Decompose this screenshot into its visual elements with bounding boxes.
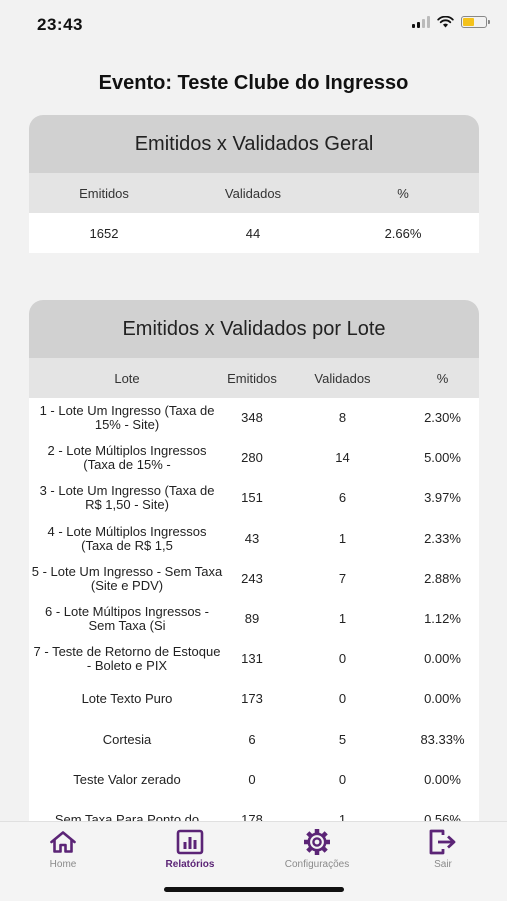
table-row: 6 - Lote Múltipos Ingressos - Sem Taxa (… [29,598,479,640]
column-header-row: Emitidos Validados % [29,173,479,213]
home-indicator [164,887,344,892]
cell-percent: 2.88% [424,570,461,586]
cell-validados: 1 [338,530,347,546]
page-title: Evento: Teste Clube do Ingresso [98,72,409,94]
cell-lote: Sem Taxa Para Ponto do [54,811,200,822]
cell-emitidos: 89 [244,611,260,627]
cell-validados: 1 [338,611,347,627]
gear-icon [302,829,332,855]
cellular-signal-icon [412,16,430,28]
column-header-percent: % [436,370,449,386]
column-header-lote: Lote [114,370,140,386]
table-row: Teste Valor zerado 0 0 0.00% [29,759,479,800]
table-row: 4 - Lote Múltiplos Ingressos (Taxa de R$… [29,518,479,559]
column-header-validados: Validados [224,185,282,201]
summary-card-lote: Emitidos x Validados por Lote Lote Emiti… [29,300,479,822]
tab-configuracoes[interactable]: Configurações [262,822,372,882]
cell-percent: 2.33% [424,530,461,546]
cell-validados: 0 [338,771,347,787]
tab-relatorios[interactable]: Relatórios [135,822,245,882]
table-row: 5 - Lote Um Ingresso - Sem Taxa (Site e … [29,558,479,599]
cell-emitidos: 43 [244,530,260,546]
cell-validados: 7 [338,570,347,586]
tab-sair[interactable]: Sair [388,822,498,882]
home-icon [49,829,77,855]
cell-lote: Cortesia [102,731,152,747]
cell-emitidos: 173 [241,691,263,707]
cell-validados: 14 [335,450,350,466]
cell-emitidos: 348 [241,410,263,426]
tab-label: Relatórios [165,859,215,870]
cell-emitidos: 151 [241,490,263,506]
tab-label: Sair [434,859,452,870]
table-row: Sem Taxa Para Ponto do 178 1 0.56% [29,799,479,822]
cell-lote: 6 - Lote Múltipos Ingressos - Sem Taxa (… [44,604,210,634]
card-title: Emitidos x Validados Geral [29,115,479,173]
lote-table-body: 1 - Lote Um Ingresso (Taxa de 15% - Site… [29,398,479,822]
cell-percent: 0.56% [424,811,461,822]
summary-card-geral: Emitidos x Validados Geral Emitidos Vali… [29,115,479,253]
table-row: 7 - Teste de Retorno de Estoque - Boleto… [29,639,479,680]
card-title: Emitidos x Validados por Lote [29,300,479,358]
table-row: 2 - Lote Múltiplos Ingressos (Taxa de 15… [29,438,479,479]
cell-lote: 1 - Lote Um Ingresso (Taxa de 15% - Site… [39,403,215,433]
cell-validados: 44 [245,225,261,241]
cell-emitidos: 178 [241,811,263,822]
tab-label: Configurações [284,859,350,870]
cell-percent: 0.00% [424,771,461,787]
cell-lote: 7 - Teste de Retorno de Estoque - Boleto… [33,644,221,674]
logout-icon [428,829,458,855]
status-bar: 23:43 [0,0,507,50]
cell-percent: 2.30% [424,410,461,426]
cell-emitidos: 0 [248,771,256,787]
column-header-emitidos: Emitidos [227,370,277,386]
cell-validados: 1 [338,811,347,822]
column-header-validados: Validados [314,370,371,386]
tab-home[interactable]: Home [8,822,118,882]
cell-percent: 83.33% [420,731,465,747]
battery-icon [461,16,490,28]
column-header-percent: % [397,185,409,201]
tab-label: Home [49,859,77,870]
cell-lote: 5 - Lote Um Ingresso - Sem Taxa (Site e … [31,563,223,593]
cell-percent: 1.12% [424,611,461,627]
status-icons [412,16,490,28]
cell-lote: Teste Valor zerado [73,771,181,787]
cell-emitidos: 280 [241,450,263,466]
cell-percent: 0.00% [424,691,461,707]
cell-emitidos: 1652 [89,225,119,241]
cell-lote: 3 - Lote Um Ingresso (Taxa de R$ 1,50 - … [39,483,215,513]
cell-emitidos: 131 [241,651,263,667]
status-time: 23:43 [37,15,83,34]
cell-lote: Lote Texto Puro [81,691,173,707]
cell-percent: 5.00% [424,450,461,466]
cell-validados: 6 [338,490,347,506]
cell-emitidos: 243 [241,570,263,586]
column-header-row: Lote Emitidos Validados % [29,358,479,398]
cell-validados: 0 [338,651,347,667]
table-row: 1652 44 2.66% [29,213,479,253]
table-row: Cortesia 6 5 83.33% [29,719,479,760]
table-row: 3 - Lote Um Ingresso (Taxa de R$ 1,50 - … [29,478,479,519]
cell-validados: 5 [338,731,347,747]
column-header-emitidos: Emitidos [79,185,129,201]
cell-lote: 2 - Lote Múltiplos Ingressos (Taxa de 15… [47,443,207,473]
cell-validados: 8 [338,410,347,426]
cell-validados: 0 [338,691,347,707]
cell-percent: 3.97% [424,490,461,506]
cell-emitidos: 6 [248,731,256,747]
table-row: Lote Texto Puro 173 0 0.00% [29,679,479,720]
wifi-icon [437,16,454,28]
chart-icon [176,829,204,855]
cell-percent: 0.00% [424,651,461,667]
cell-percent: 2.66% [384,225,422,241]
table-row: 1 - Lote Um Ingresso (Taxa de 15% - Site… [29,398,479,439]
cell-lote: 4 - Lote Múltiplos Ingressos (Taxa de R$… [47,523,207,553]
